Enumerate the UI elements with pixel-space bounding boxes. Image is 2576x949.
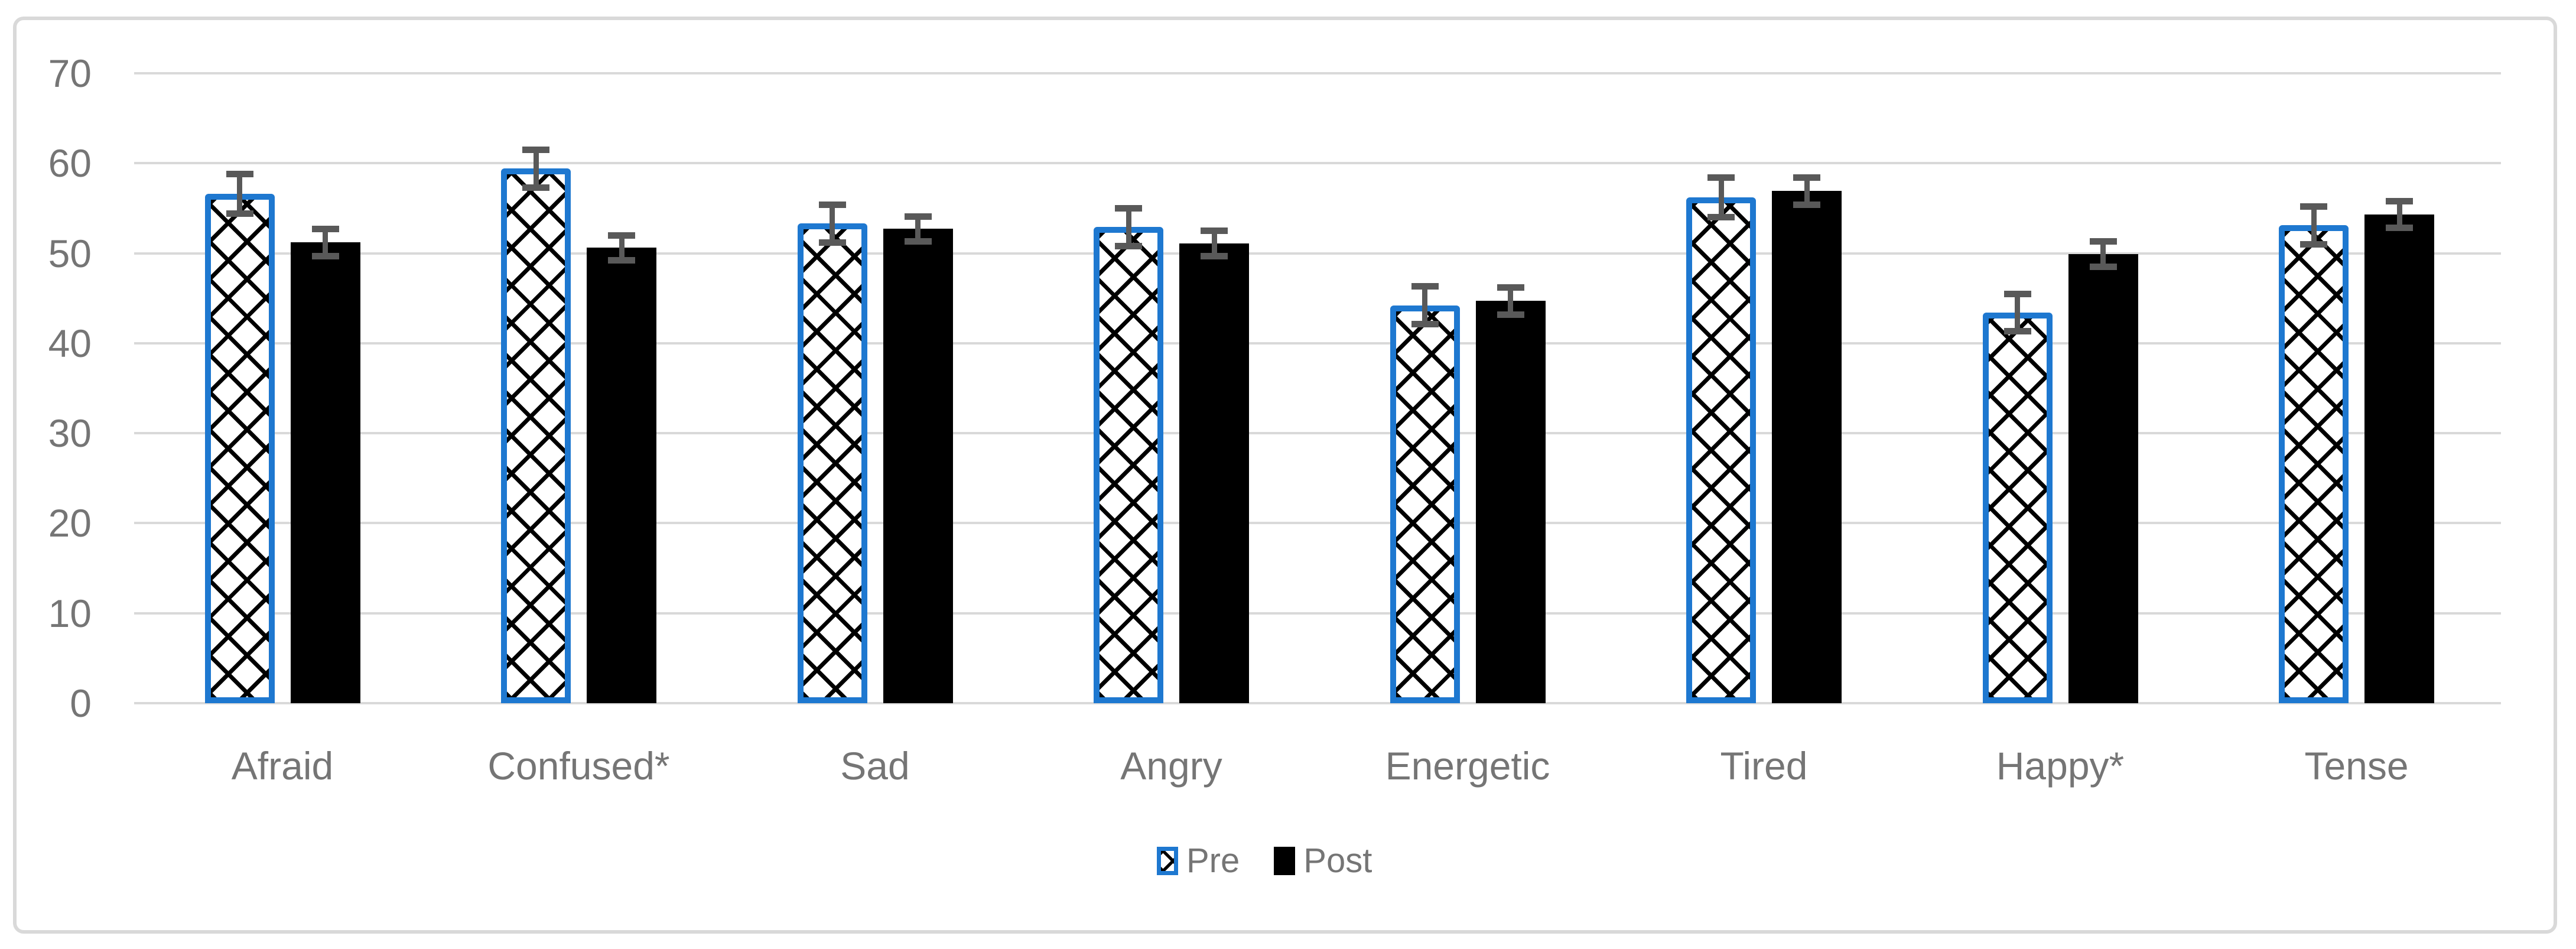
error-cap-top-post-energetic <box>1497 284 1524 291</box>
error-bar-pre-confused <box>533 150 539 187</box>
error-cap-bottom-post-tired <box>1793 201 1820 208</box>
category-label-energetic: Energetic <box>1385 744 1550 788</box>
error-cap-bottom-pre-sad <box>818 239 846 246</box>
error-cap-bottom-post-happy <box>2089 263 2117 270</box>
gridline-50 <box>134 252 2501 255</box>
error-cap-top-post-tired <box>1793 174 1820 181</box>
y-tick-label-10: 10 <box>48 591 92 635</box>
chart-frame <box>13 17 2557 934</box>
error-cap-bottom-post-angry <box>1201 252 1228 259</box>
legend-swatch-pre <box>1157 847 1178 875</box>
error-cap-top-pre-tired <box>1707 174 1735 181</box>
bar-pre-afraid <box>204 193 275 703</box>
bar-pre-sad <box>797 223 867 703</box>
bar-pre-tired <box>1686 197 1756 703</box>
y-tick-label-30: 30 <box>48 411 92 456</box>
gridline-0 <box>134 702 2501 704</box>
error-bar-pre-tense <box>2311 207 2317 243</box>
y-tick-label-20: 20 <box>48 501 92 545</box>
error-bar-post-tense <box>2396 202 2402 228</box>
error-cap-top-post-tense <box>2386 197 2413 204</box>
error-bar-pre-angry <box>1126 209 1131 245</box>
error-bar-post-afraid <box>323 229 328 255</box>
error-cap-bottom-pre-happy <box>2003 328 2031 335</box>
error-bar-pre-happy <box>2015 294 2020 331</box>
error-bar-post-angry <box>1211 231 1217 255</box>
error-bar-post-sad <box>915 217 921 241</box>
error-cap-top-post-angry <box>1201 227 1228 234</box>
error-cap-bottom-pre-tense <box>2300 240 2327 248</box>
bar-post-sad <box>883 229 953 703</box>
error-cap-top-post-confused <box>608 232 635 239</box>
bar-post-happy <box>2068 254 2138 703</box>
bar-pre-tense <box>2279 225 2349 703</box>
category-label-confused: Confused* <box>487 744 670 788</box>
error-bar-post-tired <box>1804 178 1810 204</box>
error-cap-top-post-sad <box>904 213 932 220</box>
gridline-10 <box>134 612 2501 615</box>
error-cap-top-post-afraid <box>311 225 339 232</box>
error-bar-pre-energetic <box>1422 287 1427 324</box>
error-cap-bottom-post-confused <box>608 257 635 264</box>
error-bar-pre-tired <box>1718 178 1724 217</box>
error-cap-top-pre-afraid <box>226 170 253 177</box>
error-cap-top-post-happy <box>2089 238 2117 245</box>
error-bar-post-energetic <box>1508 288 1513 314</box>
error-cap-top-pre-tense <box>2300 203 2327 210</box>
category-label-tense: Tense <box>2304 744 2409 788</box>
y-tick-label-50: 50 <box>48 231 92 275</box>
gridline-40 <box>134 342 2501 344</box>
error-cap-top-pre-sad <box>818 201 846 208</box>
y-tick-label-70: 70 <box>48 51 92 95</box>
y-tick-label-40: 40 <box>48 321 92 365</box>
error-cap-bottom-pre-tired <box>1707 214 1735 221</box>
error-cap-bottom-post-sad <box>904 238 932 245</box>
bar-pre-angry <box>1094 227 1163 703</box>
bar-post-confused <box>587 248 656 703</box>
error-bar-pre-sad <box>830 205 835 242</box>
category-label-tired: Tired <box>1720 744 1808 788</box>
bar-pre-happy <box>1982 313 2053 703</box>
error-cap-top-pre-angry <box>1115 204 1142 212</box>
error-cap-bottom-pre-confused <box>522 184 549 191</box>
gridline-20 <box>134 522 2501 525</box>
y-tick-label-0: 0 <box>70 681 92 725</box>
gridline-60 <box>134 162 2501 165</box>
legend: Pre Post <box>1157 844 1372 878</box>
error-cap-top-pre-energetic <box>1411 283 1439 290</box>
gridline-70 <box>134 72 2501 74</box>
bar-post-tense <box>2364 214 2434 703</box>
error-cap-bottom-pre-energetic <box>1411 321 1439 328</box>
error-cap-bottom-post-energetic <box>1497 311 1524 318</box>
bar-post-energetic <box>1475 301 1546 703</box>
error-cap-bottom-pre-afraid <box>226 210 253 217</box>
gridline-30 <box>134 432 2501 435</box>
bar-post-afraid <box>290 242 360 703</box>
error-cap-bottom-post-afraid <box>311 252 339 259</box>
legend-swatch-post <box>1274 847 1296 875</box>
category-label-afraid: Afraid <box>231 744 334 788</box>
bar-pre-energetic <box>1390 305 1460 703</box>
error-cap-bottom-pre-angry <box>1115 242 1142 249</box>
y-tick-label-60: 60 <box>48 141 92 186</box>
category-label-sad: Sad <box>840 744 910 788</box>
error-bar-post-happy <box>2100 242 2106 266</box>
bar-post-tired <box>1772 191 1842 703</box>
legend-label-post: Post <box>1303 841 1372 880</box>
error-bar-pre-afraid <box>237 174 242 213</box>
error-bar-post-confused <box>619 236 625 260</box>
legend-label-pre: Pre <box>1186 841 1240 880</box>
bar-post-angry <box>1179 243 1249 703</box>
category-label-happy: Happy* <box>1996 744 2125 788</box>
error-cap-top-pre-confused <box>522 146 549 153</box>
category-label-angry: Angry <box>1120 744 1222 788</box>
error-cap-top-pre-happy <box>2003 290 2031 297</box>
bar-pre-confused <box>501 168 571 703</box>
error-cap-bottom-post-tense <box>2386 225 2413 232</box>
